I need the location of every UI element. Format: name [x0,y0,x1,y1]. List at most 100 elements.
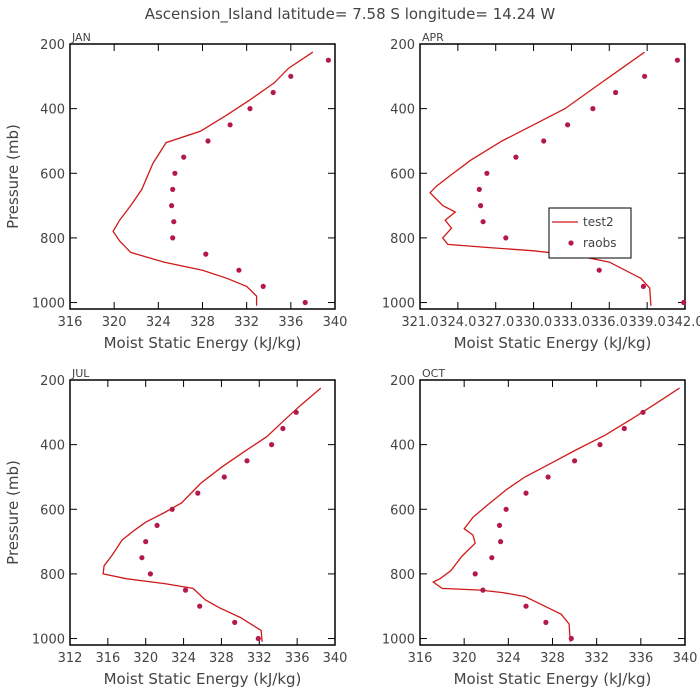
data-point-raobs [484,170,490,176]
panel-oct: OCT 200 400 600 800 1000 316 320 324 328 332 336 340… [382,367,698,688]
data-point-raobs [597,442,603,448]
x-tick-label: 342.0 [666,315,700,330]
x-tick-label: 333.0 [553,315,590,330]
panel-jan: JAN 200 400 600 800 1000 316 320 324 328 332 336 340… [4,31,347,352]
y-tick-label: 600 [390,167,415,182]
x-tick-label: 324.0 [439,315,476,330]
x-tick-label: 324 [146,315,171,330]
x-tick-label: 324 [171,651,196,666]
x-tick-label: 332 [584,651,609,666]
data-point-raobs [181,154,187,160]
x-tick-label: 316 [408,651,433,666]
data-point-raobs [523,603,529,609]
data-point-raobs [325,57,331,63]
plot-frame [69,379,336,646]
x-tick-label: 321.0 [401,315,438,330]
data-point-raobs [154,522,160,529]
series-line-test2 [431,387,680,642]
data-point-raobs [169,203,175,209]
panel-jul: JUL 200 400 600 800 1000 312 316 320 324 328 332 336… [4,367,347,688]
data-point-raobs [171,219,177,225]
data-point-raobs [227,122,233,128]
data-point-raobs [195,490,201,496]
data-point-raobs [674,57,681,63]
data-point-raobs [640,283,647,289]
data-point-raobs [172,170,178,176]
data-point-raobs [621,425,627,432]
data-point-raobs [255,635,261,642]
data-point-raobs [496,522,503,529]
y-tick-label: 400 [390,103,415,118]
data-point-raobs [480,219,486,225]
data-point-raobs [489,555,495,561]
x-tick-label: 320 [102,315,127,330]
plot-frame [419,43,686,310]
chart-title: Ascension_Island latitude= 7.58 S longit… [145,5,556,24]
data-point-raobs [640,409,646,415]
legend-label-model: test2 [583,215,614,229]
panel-label: JUL [71,367,90,380]
x-tick-label: 336 [278,315,303,330]
y-axis-label: Pressure (mb) [4,124,22,229]
x-tick-label: 316 [95,651,120,666]
data-point-raobs [260,283,266,289]
data-point-raobs [503,235,509,241]
data-point-raobs [269,442,275,448]
data-point-raobs [139,555,145,561]
data-point-raobs [565,122,571,128]
plot-frame [419,379,686,646]
y-tick-label: 600 [40,503,65,518]
legend-label-obs: raobs [583,236,617,250]
y-axis-label: Pressure (mb) [4,460,22,565]
data-point-raobs [523,490,529,496]
data-point-raobs [147,571,153,577]
y-tick-label: 400 [40,103,65,118]
y-tick-label: 200 [40,374,65,389]
x-axis-label: Moist Static Energy (kJ/kg) [104,334,302,352]
panel-label: JAN [71,31,91,44]
y-tick-label: 1000 [32,297,65,312]
x-tick-label: 328 [190,315,215,330]
y-tick-label: 1000 [382,633,415,648]
data-point-raobs [596,267,602,273]
x-tick-label: 340 [323,315,348,330]
x-tick-label: 336 [628,651,653,666]
x-tick-label: 324 [496,651,521,666]
data-point-raobs [476,186,482,192]
y-tick-label: 800 [390,568,415,583]
data-point-raobs [221,474,227,480]
x-tick-label: 332 [234,315,259,330]
x-tick-label: 332 [247,651,272,666]
data-point-raobs [143,539,149,545]
data-point-raobs [169,506,175,512]
legend-dot-symbol [568,240,574,246]
x-axis-label: Moist Static Energy (kJ/kg) [454,670,652,688]
data-point-raobs [513,154,519,160]
y-tick-label: 800 [40,568,65,583]
data-point-raobs [302,299,308,306]
data-point-raobs [236,267,242,273]
y-tick-label: 400 [390,439,415,454]
x-tick-label: 320 [452,651,477,666]
data-point-raobs [232,619,238,626]
x-axis-label: Moist Static Energy (kJ/kg) [454,334,652,352]
x-tick-label: 339.0 [629,315,666,330]
x-tick-label: 327.0 [477,315,514,330]
data-point-raobs [205,138,211,144]
x-tick-label: 320 [133,651,158,666]
data-point-raobs [568,635,574,642]
series-line-test2 [102,387,322,642]
data-point-raobs [503,506,509,512]
y-tick-label: 800 [40,232,65,247]
y-tick-label: 200 [40,38,65,53]
data-point-raobs [182,587,189,593]
data-point-raobs [203,251,209,257]
data-point-raobs [642,73,648,79]
y-tick-label: 400 [40,439,65,454]
data-point-raobs [288,73,294,79]
x-axis-label: Moist Static Energy (kJ/kg) [104,670,302,688]
data-point-raobs [572,458,578,464]
panel-label: OCT [422,367,445,380]
data-point-raobs [170,235,176,241]
